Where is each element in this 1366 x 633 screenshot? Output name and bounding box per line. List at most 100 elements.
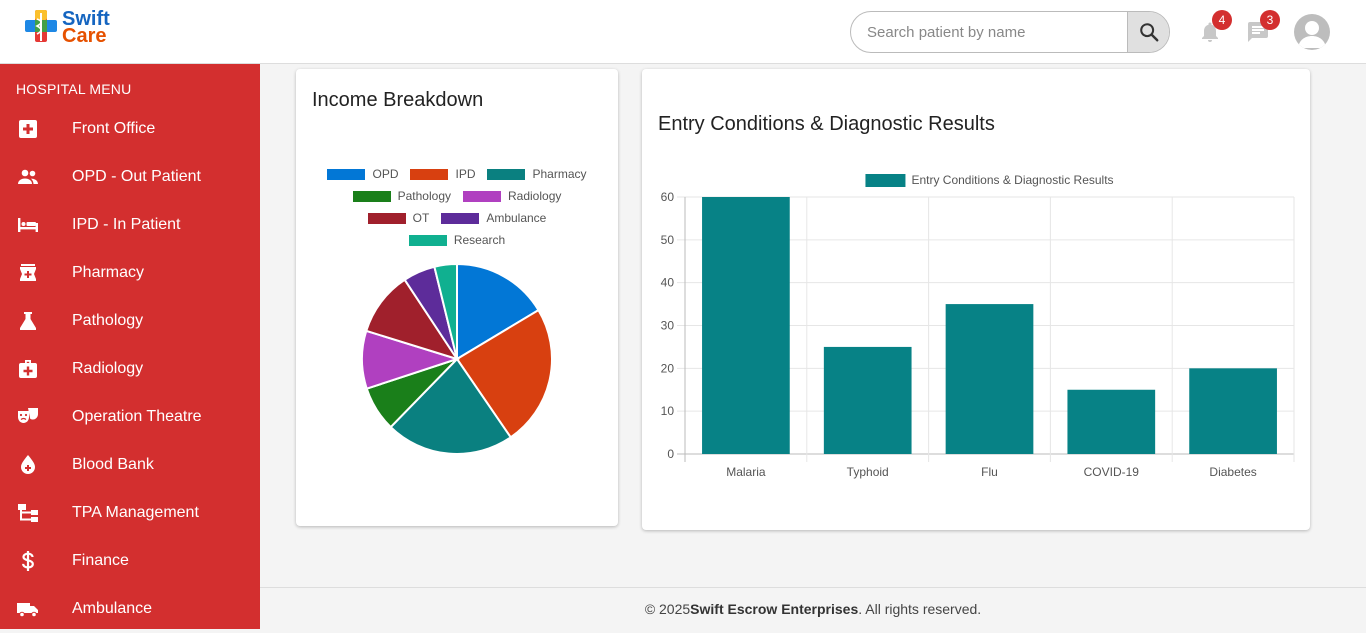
sidebar-item-blood-bank[interactable]: Blood Bank — [0, 441, 260, 489]
bar-diabetes[interactable] — [1189, 368, 1277, 454]
search-icon — [1139, 23, 1158, 42]
legend-label: Radiology — [508, 189, 562, 203]
page-footer: © 2025 Swift Escrow Enterprises. All rig… — [260, 587, 1366, 629]
pie-slice-opd[interactable] — [456, 262, 540, 361]
footer-suffix: . All rights reserved. — [858, 600, 982, 617]
pie-legend-item-pharmacy[interactable]: Pharmacy — [487, 167, 587, 181]
truck-icon — [17, 603, 38, 618]
swiftcare-logo[interactable]: Swift Care — [24, 8, 114, 48]
chat-icon — [1248, 22, 1268, 42]
pie-slice-pharmacy[interactable] — [389, 357, 513, 455]
sidebar-item-ipd[interactable]: IPD - In Patient — [0, 201, 260, 249]
diagnostic-results-title: Entry Conditions & Diagnostic Results — [658, 113, 995, 135]
legend-swatch — [408, 234, 447, 246]
messages-button[interactable]: 3 — [1246, 10, 1280, 46]
x-tick-label: Malaria — [726, 465, 766, 479]
footer-company: Swift Escrow Enterprises — [690, 600, 859, 617]
income-pie-chart — [361, 262, 553, 455]
y-tick-label: 50 — [661, 233, 675, 247]
pie-legend-item-ot[interactable]: OT — [367, 211, 430, 225]
sidebar-item-label: IPD - In Patient — [72, 216, 181, 233]
sidebar-item-label: Blood Bank — [72, 456, 154, 473]
top-header: Swift Care 4 3 — [0, 0, 1366, 64]
logo-text-care: Care — [62, 25, 107, 47]
sidebar-item-front-office[interactable]: Front Office — [0, 105, 260, 153]
bell-icon — [1202, 22, 1218, 42]
legend-label: Entry Conditions & Diagnostic Results — [911, 173, 1113, 187]
legend-label: OPD — [372, 167, 399, 181]
bar-legend[interactable]: Entry Conditions & Diagnostic Results — [865, 173, 1114, 187]
legend-swatch — [352, 190, 391, 202]
bar-malaria[interactable] — [702, 197, 790, 454]
y-tick-label: 60 — [661, 190, 675, 204]
sidebar-item-label: Ambulance — [72, 600, 153, 617]
legend-swatch — [367, 212, 406, 224]
diagnostic-bar-chart: Entry Conditions & Diagnostic Results 0 10… — [661, 173, 1295, 479]
diagnostic-results-card: Entry Conditions & Diagnostic Results En… — [642, 69, 1310, 530]
legend-swatch — [865, 174, 906, 187]
footer-prefix: © 2025 — [644, 600, 691, 617]
bar-typhoid[interactable] — [823, 346, 912, 454]
pie-legend-item-radiology[interactable]: Radiology — [463, 189, 561, 203]
sidebar-item-label: Finance — [72, 552, 129, 569]
sidebar-item-operation-theatre[interactable]: Operation Theatre — [0, 393, 260, 441]
pie-legend-item-ipd[interactable]: IPD — [410, 167, 476, 181]
sidebar-item-ambulance[interactable]: Ambulance — [0, 585, 260, 633]
masks-icon — [18, 408, 38, 423]
sidebar-item-tpa-management[interactable]: TPA Management — [0, 489, 260, 537]
legend-label: Pharmacy — [532, 167, 587, 181]
x-tick-label: Flu — [981, 465, 998, 479]
logo-text-swift: Swift — [62, 8, 110, 30]
sidebar-item-finance[interactable]: Finance — [0, 537, 260, 585]
bed-icon — [18, 218, 38, 232]
sidebar-item-opd[interactable]: OPD - Out Patient — [0, 153, 260, 201]
y-tick-label: 10 — [661, 404, 675, 418]
people-icon — [18, 169, 38, 184]
notifications-button[interactable]: 4 — [1198, 10, 1232, 46]
dollar-icon — [22, 551, 34, 571]
legend-label: IPD — [455, 167, 476, 181]
sidebar-item-label: TPA Management — [72, 504, 199, 521]
pie-legend-item-ambulance[interactable]: Ambulance — [441, 211, 546, 225]
income-breakdown-card: Income Breakdown OPD IPD Pharmacy Pathology… — [296, 69, 618, 526]
bar-flu[interactable] — [945, 304, 1034, 454]
search-input[interactable] — [851, 12, 1129, 52]
pie-slice-research[interactable] — [433, 262, 458, 360]
sidebar-item-label: Pathology — [72, 312, 144, 329]
pharmacy-icon — [20, 264, 36, 281]
caduceus-cross-icon — [25, 10, 57, 42]
patient-search — [850, 11, 1170, 53]
y-tick-label: 20 — [661, 361, 675, 375]
sidebar-item-radiology[interactable]: Radiology — [0, 345, 260, 393]
legend-label: Research — [453, 233, 506, 247]
sidebar-item-pharmacy[interactable]: Pharmacy — [0, 249, 260, 297]
sidebar-title: HOSPITAL MENU — [16, 81, 132, 97]
pie-legend-item-pathology[interactable]: Pathology — [352, 189, 451, 203]
pie-slice-ipd[interactable] — [455, 308, 553, 439]
y-tick-label: 0 — [667, 447, 674, 461]
medical-bag-icon — [19, 360, 37, 378]
legend-swatch — [487, 168, 526, 180]
hospital-sidebar: HOSPITAL MENU Front Office OPD - Out Pat… — [0, 64, 260, 629]
bar-covid-19[interactable] — [1067, 389, 1156, 454]
plus-box-icon — [19, 120, 37, 138]
sidebar-item-pathology[interactable]: Pathology — [0, 297, 260, 345]
x-tick-label: COVID-19 — [1084, 465, 1140, 479]
legend-swatch — [463, 190, 501, 202]
legend-swatch — [327, 168, 366, 180]
search-button[interactable] — [1127, 12, 1169, 52]
legend-swatch — [441, 212, 480, 224]
user-silhouette-icon — [1298, 21, 1326, 48]
sidebar-item-label: Front Office — [72, 120, 156, 137]
legend-label: Pathology — [397, 189, 451, 203]
x-tick-label: Typhoid — [847, 465, 889, 479]
pie-slice-ot[interactable] — [365, 278, 460, 361]
pie-legend-item-opd[interactable]: OPD — [327, 167, 399, 181]
income-breakdown-title: Income Breakdown — [312, 89, 484, 111]
notifications-badge: 4 — [1212, 10, 1232, 30]
messages-badge: 3 — [1260, 10, 1280, 30]
legend-label: OT — [412, 211, 430, 225]
user-avatar[interactable] — [1294, 14, 1330, 50]
x-tick-label: Diabetes — [1209, 465, 1256, 479]
pie-legend-item-research[interactable]: Research — [408, 233, 506, 247]
